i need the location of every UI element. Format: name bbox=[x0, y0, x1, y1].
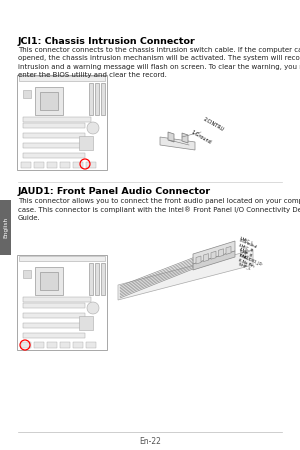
Bar bbox=[23, 90, 31, 98]
Bar bbox=[86, 162, 96, 168]
Bar bbox=[23, 123, 85, 128]
Text: 2.CINTRU: 2.CINTRU bbox=[202, 116, 224, 132]
Bar bbox=[60, 342, 70, 348]
Text: This connector allows you to connect the front audio panel located on your compu: This connector allows you to connect the… bbox=[18, 198, 300, 221]
Bar bbox=[17, 75, 107, 170]
Polygon shape bbox=[218, 249, 224, 257]
Polygon shape bbox=[193, 251, 235, 270]
Polygon shape bbox=[226, 247, 231, 254]
Bar bbox=[23, 333, 85, 338]
Polygon shape bbox=[193, 241, 235, 264]
Polygon shape bbox=[211, 251, 216, 259]
Bar bbox=[0, 200, 11, 255]
Bar bbox=[101, 83, 105, 115]
Bar bbox=[35, 87, 63, 115]
Text: 6.NC: 6.NC bbox=[238, 253, 248, 261]
Bar bbox=[40, 272, 58, 290]
Text: 8.No Pin: 8.No Pin bbox=[238, 258, 255, 269]
Bar bbox=[23, 143, 85, 148]
Bar bbox=[47, 342, 57, 348]
Bar bbox=[23, 313, 85, 318]
Polygon shape bbox=[118, 250, 253, 300]
Polygon shape bbox=[182, 133, 188, 143]
Bar bbox=[95, 263, 99, 295]
Text: English: English bbox=[3, 217, 8, 238]
Bar bbox=[86, 342, 96, 348]
Bar bbox=[21, 342, 31, 348]
Bar bbox=[47, 162, 57, 168]
Bar bbox=[23, 297, 91, 302]
Bar bbox=[79, 316, 93, 330]
Bar bbox=[101, 263, 105, 295]
Polygon shape bbox=[168, 132, 174, 142]
Polygon shape bbox=[203, 254, 208, 261]
Bar bbox=[60, 162, 70, 168]
Bar bbox=[34, 342, 44, 348]
Text: This connector connects to the chassis intrusion switch cable. If the computer c: This connector connects to the chassis i… bbox=[18, 47, 300, 78]
Text: 3.MIC_R: 3.MIC_R bbox=[238, 243, 255, 252]
Text: 1.MIC_L: 1.MIC_L bbox=[238, 236, 254, 246]
Bar bbox=[23, 323, 85, 328]
Bar bbox=[23, 117, 91, 122]
Circle shape bbox=[87, 302, 99, 314]
Polygon shape bbox=[160, 137, 195, 150]
Bar bbox=[19, 76, 105, 81]
Text: 5.HP_R: 5.HP_R bbox=[238, 249, 253, 258]
Text: JAUD1: Front Panel Audio Connector: JAUD1: Front Panel Audio Connector bbox=[18, 187, 211, 196]
Bar bbox=[89, 83, 93, 115]
Bar bbox=[79, 136, 93, 150]
Bar bbox=[21, 162, 31, 168]
Bar bbox=[23, 270, 31, 278]
Bar bbox=[89, 263, 93, 295]
Text: 2.Ground: 2.Ground bbox=[238, 238, 257, 250]
Bar bbox=[73, 342, 83, 348]
Text: 7.FAUDIO_JD: 7.FAUDIO_JD bbox=[238, 253, 263, 267]
Bar bbox=[73, 162, 83, 168]
Text: 9.HP_L: 9.HP_L bbox=[238, 262, 252, 271]
Bar bbox=[23, 153, 85, 158]
Bar bbox=[23, 133, 85, 138]
Text: 1.Ground: 1.Ground bbox=[190, 129, 212, 145]
Bar bbox=[35, 267, 63, 295]
Bar bbox=[17, 255, 107, 350]
Circle shape bbox=[87, 122, 99, 134]
Text: 4.NC: 4.NC bbox=[238, 247, 248, 254]
Bar bbox=[34, 162, 44, 168]
Text: JCI1: Chassis Intrusion Connector: JCI1: Chassis Intrusion Connector bbox=[18, 37, 196, 46]
Bar bbox=[95, 83, 99, 115]
Bar bbox=[23, 303, 85, 308]
Text: En-22: En-22 bbox=[139, 436, 161, 446]
Bar bbox=[19, 256, 105, 261]
Polygon shape bbox=[196, 256, 201, 264]
Bar bbox=[40, 92, 58, 110]
